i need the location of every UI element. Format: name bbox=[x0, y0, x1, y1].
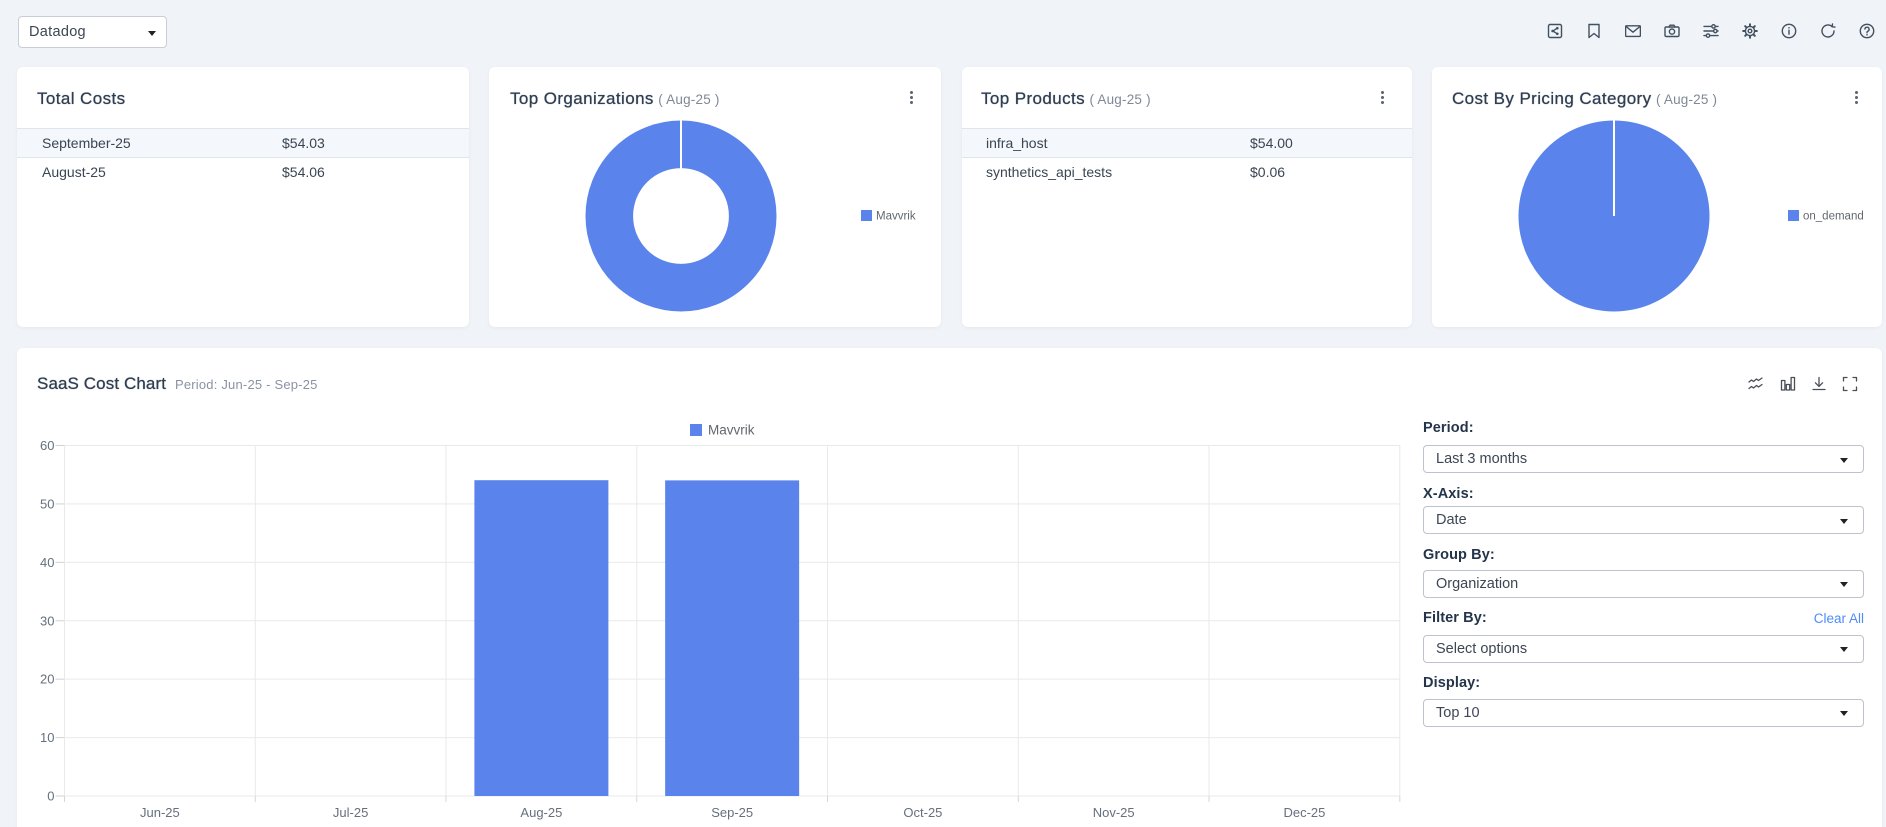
svg-text:20: 20 bbox=[40, 672, 54, 687]
svg-text:40: 40 bbox=[40, 555, 54, 570]
svg-text:Dec-25: Dec-25 bbox=[1283, 805, 1325, 820]
svg-text:Jun-25: Jun-25 bbox=[140, 805, 180, 820]
svg-text:30: 30 bbox=[40, 613, 54, 628]
svg-text:Mavvrik: Mavvrik bbox=[708, 423, 755, 438]
svg-text:Oct-25: Oct-25 bbox=[903, 805, 942, 820]
svg-text:Jul-25: Jul-25 bbox=[333, 805, 368, 820]
svg-text:Sep-25: Sep-25 bbox=[711, 805, 753, 820]
svg-text:60: 60 bbox=[40, 438, 54, 453]
svg-text:0: 0 bbox=[47, 789, 54, 804]
svg-text:10: 10 bbox=[40, 730, 54, 745]
svg-text:Nov-25: Nov-25 bbox=[1093, 805, 1135, 820]
svg-text:50: 50 bbox=[40, 496, 54, 511]
svg-text:Aug-25: Aug-25 bbox=[520, 805, 562, 820]
